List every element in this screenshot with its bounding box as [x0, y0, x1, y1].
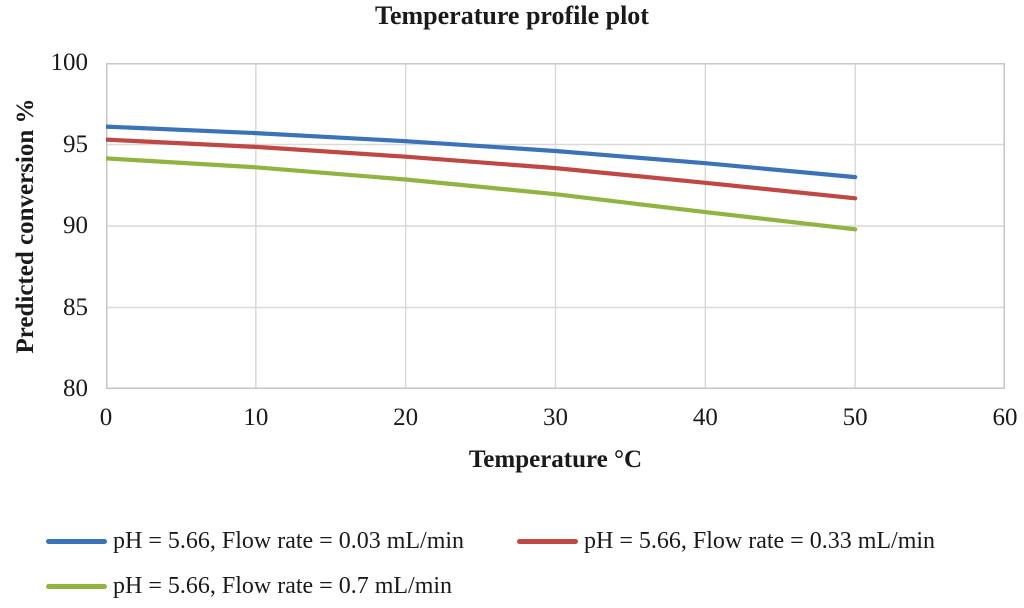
series-line-1 — [106, 137, 858, 201]
legend-item-flow-0.7: pH = 5.66, Flow rate = 0.7 mL/min — [46, 572, 452, 600]
legend-label: pH = 5.66, Flow rate = 0.03 mL/min — [113, 528, 465, 554]
legend-line-swatch-blue — [46, 538, 107, 544]
y-axis-title: Predicted conversion % — [12, 98, 39, 354]
y-tick-label: 85 — [63, 293, 88, 321]
x-tick-label: 0 — [99, 404, 113, 431]
legend-label: pH = 5.66, Flow rate = 0.7 mL/min — [113, 573, 453, 599]
y-tick-label: 95 — [63, 130, 88, 158]
plot-svg — [106, 63, 1005, 389]
x-tick-label: 60 — [992, 404, 1018, 431]
x-tick-label: 20 — [393, 404, 419, 431]
series-line-2 — [106, 156, 858, 232]
x-tick-label: 50 — [842, 404, 868, 431]
y-tick-label: 90 — [63, 212, 88, 239]
legend-line-swatch-green — [46, 583, 107, 589]
legend-line-swatch-red — [517, 538, 578, 544]
y-tick-label: 80 — [63, 375, 88, 402]
x-tick-label: 10 — [243, 404, 269, 431]
chart-title: Temperature profile plot — [375, 1, 649, 30]
plot-border — [106, 63, 1005, 389]
x-axis-title: Temperature °C — [468, 446, 643, 473]
x-tick-label: 30 — [543, 404, 568, 431]
legend-item-flow-0.33: pH = 5.66, Flow rate = 0.33 mL/min — [517, 527, 935, 555]
series-line-0 — [106, 124, 858, 180]
y-tick-label: 100 — [50, 49, 89, 76]
legend-item-flow-0.03: pH = 5.66, Flow rate = 0.03 mL/min — [46, 527, 464, 555]
x-tick-label: 40 — [692, 404, 718, 431]
plot-area — [106, 63, 1005, 389]
legend-label: pH = 5.66, Flow rate = 0.33 mL/min — [584, 528, 936, 554]
